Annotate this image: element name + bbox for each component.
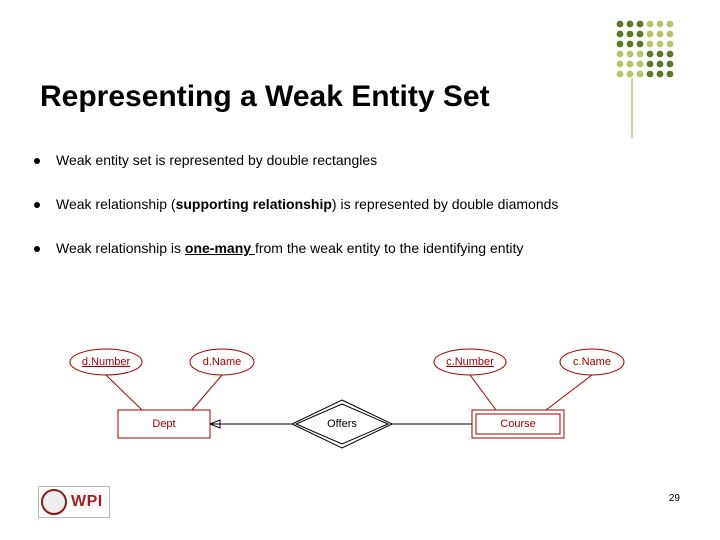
svg-text:c.Number: c.Number: [446, 356, 494, 368]
bullet-dot-icon: [34, 202, 40, 208]
svg-text:d.Name: d.Name: [203, 356, 242, 368]
er-diagram: d.Number d.Name c.Number c.Name Dept Course Of…: [42, 340, 662, 480]
logo-box: WPI: [38, 486, 110, 518]
diagram-svg: d.Number d.Name c.Number c.Name Dept Course Of…: [42, 340, 662, 480]
bullet-text: Weak relationship (supporting relationsh…: [56, 196, 680, 214]
svg-text:d.Number: d.Number: [82, 356, 131, 368]
bullet-item: Weak relationship is one-many from the w…: [34, 240, 680, 258]
bullet-list: Weak entity set is represented by double…: [34, 152, 680, 284]
slide: Representing a Weak Entity Set Weak enti…: [0, 0, 720, 540]
svg-text:Offers: Offers: [327, 418, 357, 430]
corner-dot-grid: [610, 18, 692, 138]
svg-text:Course: Course: [500, 418, 535, 430]
bullet-item: Weak relationship (supporting relationsh…: [34, 196, 680, 214]
dots-svg: [610, 18, 692, 138]
page-number: 29: [669, 493, 680, 504]
bullet-item: Weak entity set is represented by double…: [34, 152, 680, 170]
wpi-logo: WPI: [38, 486, 110, 518]
svg-text:c.Name: c.Name: [573, 356, 611, 368]
bullet-dot-icon: [34, 158, 40, 164]
bullet-text: Weak relationship is one-many from the w…: [56, 240, 680, 258]
bullet-dot-icon: [34, 246, 40, 252]
slide-title: Representing a Weak Entity Set: [40, 80, 490, 114]
seal-icon: [41, 489, 67, 515]
logo-text: WPI: [71, 493, 103, 511]
bullet-text: Weak entity set is represented by double…: [56, 152, 680, 170]
svg-text:Dept: Dept: [152, 418, 175, 430]
